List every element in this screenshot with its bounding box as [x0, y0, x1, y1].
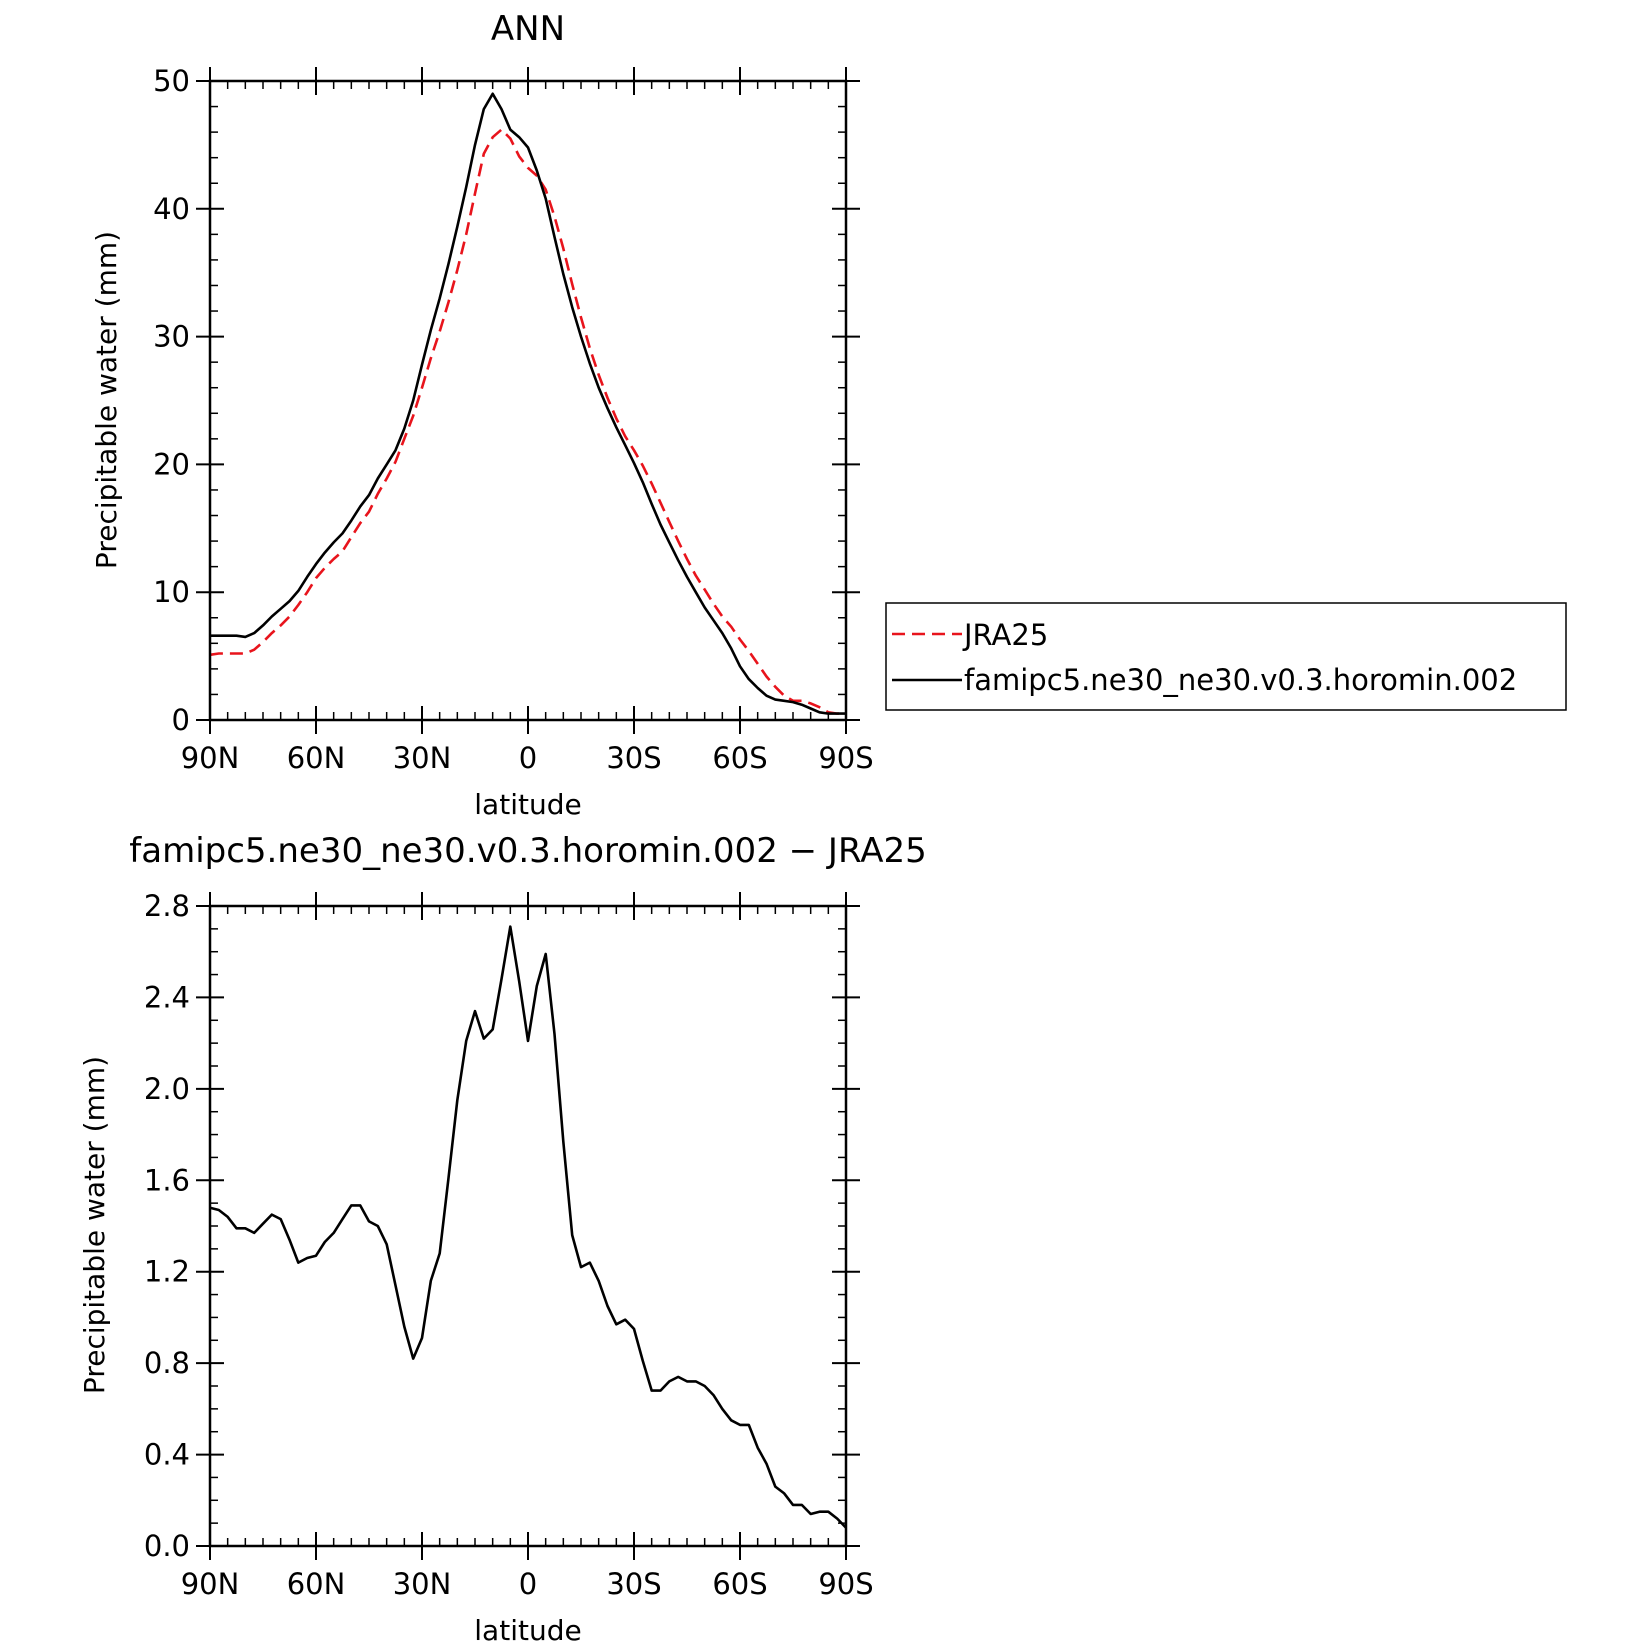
bottom-chart-y-tick-label: 0.4 — [144, 1438, 190, 1472]
legend: JRA25 famipc5.ne30_ne30.v0.3.horomin.002 — [885, 602, 1567, 711]
bottom-chart-x-tick-label: 0 — [519, 1567, 537, 1601]
top-chart-x-tick-label: 90N — [181, 741, 240, 775]
bottom-chart-xlabel: latitude — [474, 1614, 581, 1647]
top-chart-x-tick-label: 0 — [519, 741, 537, 775]
top-chart-title: ANN — [491, 9, 565, 49]
top-chart-series-line-1 — [210, 92, 846, 715]
bottom-chart-y-tick-label: 1.2 — [144, 1255, 190, 1289]
top-chart-frame — [208, 79, 848, 722]
top-chart-x-tick-label: 30N — [393, 741, 452, 775]
top-chart-y-tick-label: 20 — [153, 447, 190, 481]
bottom-chart-x-tick-label: 90S — [818, 1567, 873, 1601]
legend-label-jra25: JRA25 — [962, 618, 1048, 652]
bottom-chart-title: famipc5.ne30_ne30.v0.3.horomin.002 − JRA… — [129, 831, 926, 871]
top-chart-series — [209, 92, 846, 715]
bottom-chart-y-tick-label: 2.0 — [144, 1072, 190, 1106]
bottom-chart-series-line-0 — [209, 925, 847, 1529]
bottom-chart-y-tick-label: 2.4 — [144, 980, 190, 1014]
bottom-chart-series — [209, 925, 847, 1529]
bottom-chart-frame — [208, 904, 848, 1548]
bottom-chart-x-tick-label: 30N — [393, 1567, 452, 1601]
top-chart-ticks: 90N 60N 30N 0 30S 60S 90S 0 10 20 30 40 50 — [153, 64, 874, 775]
top-chart-x-tick-label: 60S — [712, 741, 767, 775]
bottom-chart-x-tick-label: 30S — [606, 1567, 661, 1601]
top-chart-y-tick-label: 0 — [172, 703, 190, 737]
top-chart-series-line-0 — [209, 128, 846, 715]
top-chart-panel: ANN 90N 60N 30N 0 30S 60S 90S 0 10 20 30 40 50 latit… — [90, 9, 874, 821]
bottom-chart-x-tick-label: 60N — [287, 1567, 346, 1601]
top-chart-y-tick-label: 40 — [153, 192, 190, 226]
legend-label-model: famipc5.ne30_ne30.v0.3.horomin.002 — [964, 663, 1517, 697]
bottom-chart-y-tick-label: 0.0 — [144, 1529, 190, 1563]
bottom-chart-x-tick-label: 90N — [181, 1567, 240, 1601]
top-chart-y-tick-label: 10 — [153, 575, 190, 609]
top-chart-y-tick-label: 30 — [153, 320, 190, 354]
top-chart-xlabel: latitude — [474, 788, 581, 821]
bottom-chart-ticks: 90N 60N 30N 0 30S 60S 90S 0.0 0.4 0.8 1.2 1.6 2.0 2.4… — [144, 889, 874, 1601]
top-chart-ylabel: Precipitable water (mm) — [90, 231, 123, 569]
bottom-chart-y-tick-label: 1.6 — [144, 1163, 190, 1197]
top-chart-x-tick-label: 60N — [287, 741, 346, 775]
top-chart-y-tick-label: 50 — [153, 64, 190, 98]
bottom-chart-x-tick-label: 60S — [712, 1567, 767, 1601]
bottom-chart-y-tick-label: 2.8 — [144, 889, 190, 923]
bottom-chart-y-tick-label: 0.8 — [144, 1346, 190, 1380]
top-chart-x-tick-label: 30S — [606, 741, 661, 775]
top-chart-x-tick-label: 90S — [818, 741, 873, 775]
bottom-chart-ylabel: Precipitable water (mm) — [78, 1056, 111, 1394]
legend-box — [885, 602, 1567, 711]
bottom-chart-panel: famipc5.ne30_ne30.v0.3.horomin.002 − JRA… — [78, 831, 927, 1647]
